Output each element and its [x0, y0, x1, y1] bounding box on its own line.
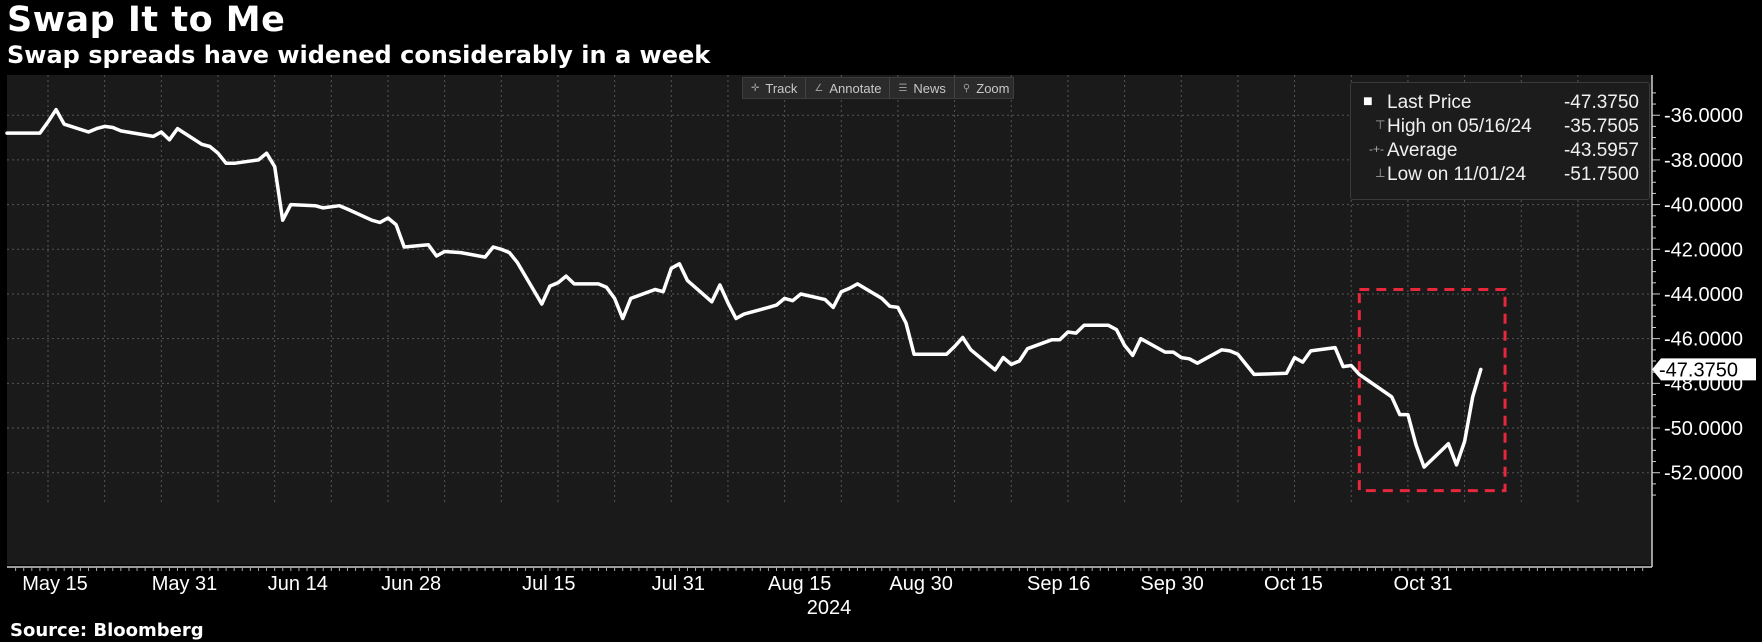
x-tick-label: Sep 30: [1140, 573, 1203, 595]
legend-row-low: ⊥ Low on 11/01/24 -51.7500: [1351, 164, 1649, 188]
annotate-button[interactable]: ∠ Annotate: [806, 78, 891, 98]
series-group: [5, 107, 1483, 469]
legend-value: -47.3750: [1563, 92, 1639, 113]
y-tick-label: -50.0000: [1664, 418, 1743, 440]
news-icon: ☰: [898, 82, 908, 94]
x-axis-year-label: 2024: [807, 597, 852, 619]
x-tick-label: Oct 31: [1394, 573, 1453, 595]
x-tick-label: Jul 31: [652, 573, 705, 595]
source-note: Source: Bloomberg: [10, 620, 204, 641]
x-tick-label: Jun 28: [381, 573, 441, 595]
legend-row-last-price: ■ Last Price -47.3750: [1351, 92, 1649, 116]
x-tick-label: Sep 16: [1027, 573, 1090, 595]
last-value-label: -47.3750: [1659, 359, 1738, 381]
zoom-button[interactable]: ⚲ Zoom: [955, 78, 1018, 98]
news-button[interactable]: ☰ News: [890, 78, 955, 98]
track-label: Track: [765, 80, 798, 96]
crosshair-icon: ✛: [751, 82, 760, 94]
y-axis: -36.0000 -38.0000 -40.0000 -42.0000 -44.0000…: [1651, 75, 1756, 567]
y-tick-label: -42.0000: [1664, 239, 1743, 261]
y-tick-label: -44.0000: [1664, 284, 1743, 306]
legend-value: -51.7500: [1563, 164, 1639, 185]
track-button[interactable]: ✛ Track: [743, 78, 807, 98]
pencil-icon: ∠: [814, 82, 824, 94]
chart-title: Swap It to Me: [7, 0, 286, 40]
news-label: News: [913, 80, 946, 96]
y-tick-label: -38.0000: [1664, 150, 1743, 172]
highlight-box-group: [1357, 288, 1507, 493]
x-tick-label: Jun 14: [268, 573, 328, 595]
x-tick-label: Jul 15: [522, 573, 575, 595]
x-tick-label: Oct 15: [1264, 573, 1323, 595]
chart-toolbar: ✛ Track ∠ Annotate ☰ News ⚲ Zoom: [742, 77, 1014, 99]
legend-row-average: -+- Average -43.5957: [1351, 140, 1649, 164]
legend-label: Average: [1387, 140, 1458, 161]
x-tick-label: May 15: [22, 573, 88, 595]
last-value-flag: [1652, 358, 1756, 381]
legend-label: High on 05/16/24: [1387, 116, 1532, 137]
legend-row-high: ⊤ High on 05/16/24 -35.7505: [1351, 116, 1649, 140]
legend-label: Last Price: [1387, 92, 1472, 113]
y-tick-label: -52.0000: [1664, 463, 1743, 485]
y-tick-label: -40.0000: [1664, 195, 1743, 217]
legend-label: Low on 11/01/24: [1387, 164, 1527, 185]
average-marker-icon: -+-: [1369, 142, 1384, 156]
series-line-last-price: [5, 107, 1483, 469]
zoom-label: Zoom: [976, 80, 1010, 96]
x-tick-label: Aug 30: [889, 573, 952, 595]
x-tick-label: May 31: [152, 573, 218, 595]
y-tick-label: -46.0000: [1664, 329, 1743, 351]
chart-subtitle: Swap spreads have widened considerably i…: [7, 41, 711, 69]
annotate-label: Annotate: [829, 80, 882, 96]
legend-box: ■ Last Price -47.3750 ⊤ High on 05/16/24…: [1350, 82, 1650, 200]
highlight-box: [1357, 288, 1507, 493]
magnifier-icon: ⚲: [962, 82, 971, 94]
y-tick-label: -36.0000: [1664, 105, 1743, 127]
last-value-marker: -47.3750: [1652, 358, 1756, 381]
x-tick-label: Aug 15: [768, 573, 831, 595]
legend-value: -35.7505: [1563, 116, 1639, 137]
square-icon: ■: [1363, 93, 1373, 110]
high-marker-icon: ⊤: [1375, 118, 1386, 132]
x-axis: May 15 May 31 Jun 14 Jun 28 Jul 15 Jul 31 Aug …: [7, 566, 1652, 595]
legend-value: -43.5957: [1563, 140, 1639, 161]
low-marker-icon: ⊥: [1375, 166, 1386, 180]
